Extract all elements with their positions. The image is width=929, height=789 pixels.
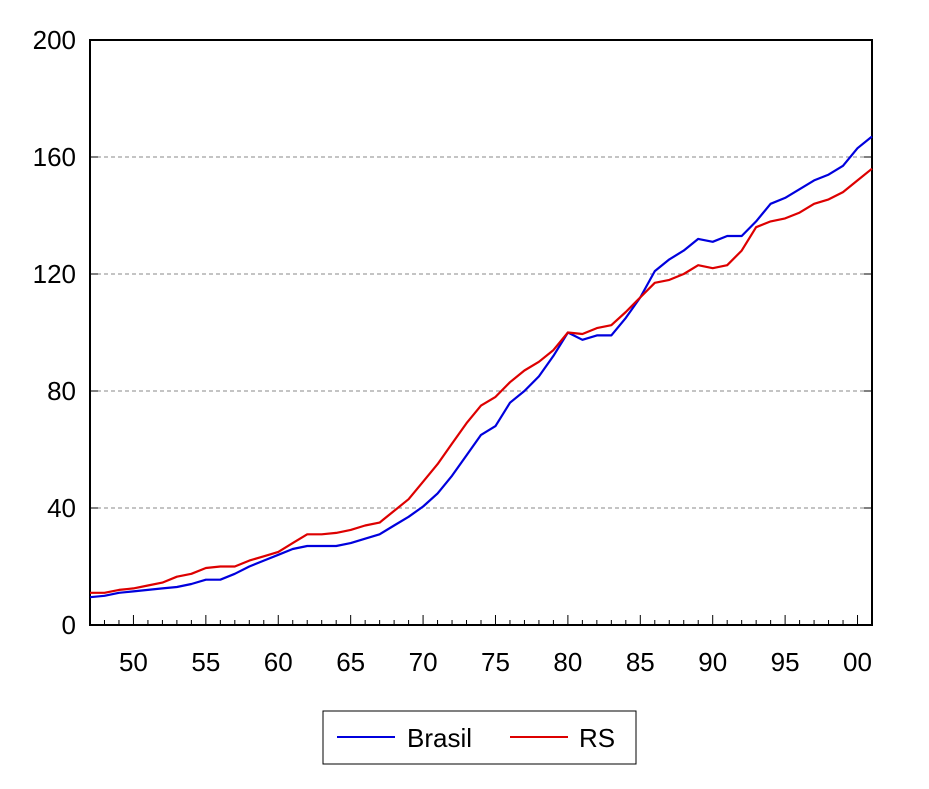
y-tick-label: 0 <box>62 610 76 640</box>
legend: Brasil RS <box>322 710 637 765</box>
x-tick-label: 70 <box>409 647 438 677</box>
gridlines <box>90 156 872 509</box>
x-tick-label: 65 <box>336 647 365 677</box>
plot-area-frame <box>89 39 873 626</box>
x-tick-label: 85 <box>626 647 655 677</box>
series-line-brasil <box>89 135 873 599</box>
x-axis: 50 55 60 65 70 75 80 85 90 95 00 <box>89 615 873 677</box>
x-tick-label: 50 <box>119 647 148 677</box>
y-tick-label: 40 <box>47 493 76 523</box>
y-tick-label: 200 <box>33 25 76 55</box>
legend-label-brasil: Brasil <box>407 723 472 753</box>
y-axis: 0 40 80 120 160 200 <box>33 25 872 640</box>
x-tick-label: 75 <box>481 647 510 677</box>
y-tick-label: 80 <box>47 376 76 406</box>
y-tick-label: 120 <box>33 259 76 289</box>
series-lines <box>89 135 873 599</box>
x-tick-label: 90 <box>698 647 727 677</box>
x-tick-label: 00 <box>843 647 872 677</box>
x-tick-label: 55 <box>191 647 220 677</box>
x-tick-label: 80 <box>553 647 582 677</box>
x-tick-label: 95 <box>771 647 800 677</box>
x-tick-label: 60 <box>264 647 293 677</box>
series-line-rs <box>90 167 873 594</box>
y-tick-label: 160 <box>33 142 76 172</box>
legend-label-rs: RS <box>579 723 615 753</box>
